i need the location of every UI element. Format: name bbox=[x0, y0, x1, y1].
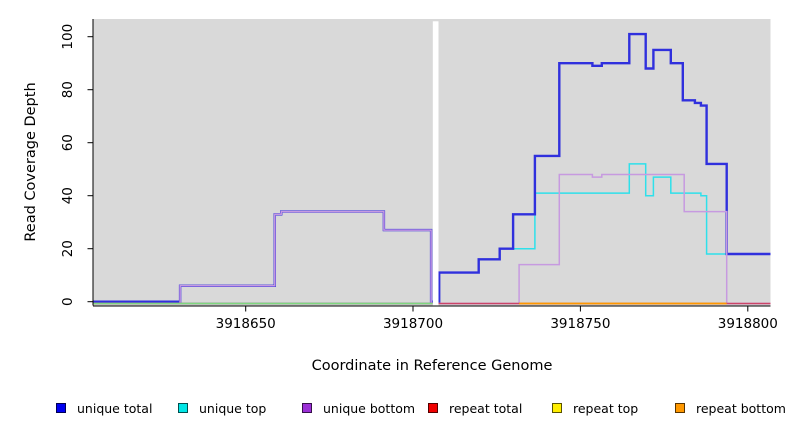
legend-swatch-unique-top bbox=[178, 403, 188, 413]
legend-swatch-unique-bottom bbox=[302, 403, 312, 413]
legend-item-repeat-total: repeat total bbox=[428, 399, 522, 417]
x-tick-label: 3918700 bbox=[383, 316, 443, 332]
legend-label: unique total bbox=[77, 400, 153, 416]
legend-label: unique bottom bbox=[323, 400, 416, 416]
legend-swatch-repeat-top bbox=[552, 403, 562, 413]
legend-item-repeat-bottom: repeat bottom bbox=[675, 399, 786, 417]
legend-item-unique-total: unique total bbox=[56, 399, 152, 417]
y-tick-label: 20 bbox=[60, 240, 76, 257]
x-axis-title: Coordinate in Reference Genome bbox=[311, 358, 553, 374]
y-tick-label: 80 bbox=[60, 81, 76, 98]
legend-label: repeat bottom bbox=[696, 400, 786, 416]
legend-swatch-repeat-bottom bbox=[675, 403, 685, 413]
legend-label: unique top bbox=[199, 400, 267, 416]
series-line-unique-bottom bbox=[93, 173, 771, 305]
x-tick-label: 3918650 bbox=[216, 316, 276, 332]
legend-item-unique-top: unique top bbox=[178, 399, 266, 417]
y-tick-label: 0 bbox=[60, 297, 76, 306]
y-axis-title: Read Coverage Depth bbox=[23, 82, 39, 242]
y-tick-label: 40 bbox=[60, 187, 76, 204]
legend-swatch-unique-total bbox=[56, 403, 66, 413]
masked-region-band bbox=[432, 21, 439, 306]
coverage-plot: 3918650 3918700 3918750 3918800 0 20 40 60 80 100 bbox=[60, 19, 778, 332]
x-tick-label: 3918800 bbox=[718, 316, 778, 332]
x-tick-label: 3918750 bbox=[550, 316, 610, 332]
y-tick-label: 100 bbox=[60, 24, 76, 50]
legend-swatch-repeat-total bbox=[428, 403, 438, 413]
legend-item-unique-bottom: unique bottom bbox=[302, 399, 415, 417]
legend-label: repeat total bbox=[449, 400, 523, 416]
legend-label: repeat top bbox=[573, 400, 639, 416]
legend-item-repeat-top: repeat top bbox=[552, 399, 638, 417]
y-tick-label: 60 bbox=[60, 134, 76, 151]
